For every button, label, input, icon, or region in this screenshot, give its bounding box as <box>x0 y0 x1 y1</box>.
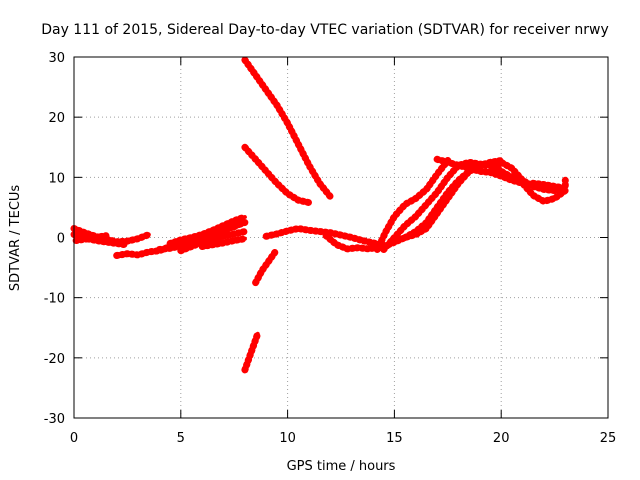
x-axis-label: GPS time / hours <box>287 459 396 474</box>
series-9-points <box>198 235 249 250</box>
series-14-points <box>262 225 388 249</box>
series-16-points <box>373 157 452 253</box>
x-tick-labels: 0 5 10 15 20 25 <box>70 431 616 446</box>
x-tick-label: 5 <box>177 431 185 446</box>
y-tick-label: -30 <box>44 412 65 427</box>
x-tick-label: 20 <box>493 431 510 446</box>
x-tick-label: 0 <box>70 431 78 446</box>
x-tick-label: 15 <box>386 431 403 446</box>
y-tick-label: 30 <box>48 51 65 66</box>
y-tick-label: -20 <box>44 352 65 367</box>
data-series <box>70 56 569 374</box>
series-12-points <box>241 143 313 207</box>
plot-frame <box>73 56 609 419</box>
x-tick-label: 10 <box>279 431 296 446</box>
series-7-points <box>177 228 249 255</box>
y-tick-label: 0 <box>57 232 65 247</box>
series-21-points <box>487 158 569 195</box>
series-10-points <box>241 330 262 374</box>
series-3-points <box>72 232 110 244</box>
series-13-points <box>241 56 334 201</box>
series-17-points <box>380 158 494 253</box>
y-tick-label: -10 <box>44 292 65 307</box>
y-tick-labels: -30 -20 -10 0 10 20 30 <box>44 51 65 427</box>
series-15-points <box>322 232 383 253</box>
x-tick-label: 25 <box>600 431 617 446</box>
y-tick-label: 20 <box>48 111 65 126</box>
series-11-points <box>252 249 279 287</box>
series-8-points <box>188 220 245 245</box>
y-tick-label: 10 <box>48 171 65 186</box>
series-22-points <box>487 158 569 205</box>
series-23-points <box>529 176 569 192</box>
chart-title: Day 111 of 2015, Sidereal Day-to-day VTE… <box>41 22 609 38</box>
y-axis-label: SDTVAR / TECUs <box>8 185 23 292</box>
